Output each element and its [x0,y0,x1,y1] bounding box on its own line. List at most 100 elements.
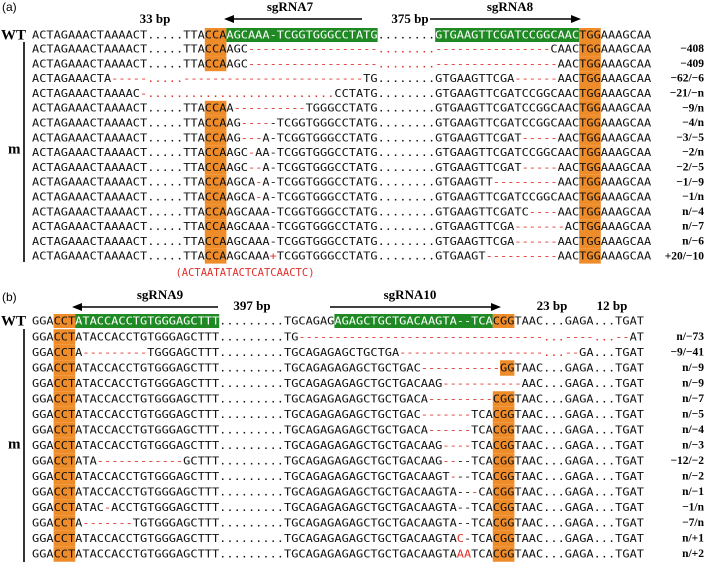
sequence-segment: ------ [514,73,557,85]
sequence-segment: ----- [522,162,558,174]
sequence-segment: CCT [54,394,76,406]
sequence-segment: ATACCACCTGTGGGAGCTTT [75,316,220,328]
sequence-segment: TGG [579,251,601,263]
sequence-segment: GGA [32,394,54,406]
sequence-segment: CGG [493,316,515,328]
pam-box [579,234,601,249]
pam-box [204,234,227,249]
sequence-segment: CCA [205,236,227,248]
sequence-segment: GTGAAGTTCGATCCGGCAAC [435,88,579,100]
row-label: n/−5 [682,409,704,421]
sequence-segment: CGG [493,425,515,437]
panel-label: (b) [2,290,17,304]
pam-box [53,530,76,547]
guide-box [334,314,493,328]
sequence-segment: TGG [579,118,601,130]
sequence-segment: ATACCACCTGTGGGAGCTTT [75,533,220,545]
sequence-segment: AGAGCTGCTGAC [334,409,420,421]
sequence-segment: + [270,251,277,263]
sequence-segment: GGA [32,502,54,514]
sequence-segment: GAGA [565,378,595,390]
annotation: sgRNA9 [137,287,184,302]
pam-box [492,499,515,516]
arrow-head [571,15,581,23]
sequence-segment: TAAC [514,363,543,375]
pam-box [579,219,601,234]
sequence-segment: GAGA [565,456,595,468]
sequence-segment: CAAC [550,44,579,56]
sequence-segment: ........ [378,206,436,218]
sequence-segment: A [226,103,234,115]
sequence-segment: AGCAAA-TCGGTGGGCCTATG [226,236,377,248]
pam-box [492,515,515,531]
sequence-segment: GTGAAGT [435,251,486,263]
sequence-segment: CCT [54,533,76,545]
sequence-segment: ATACCACCTGTGGGAGCTTT [75,425,220,437]
sequence-segment: CCA [205,206,227,218]
pam-box [204,219,227,234]
sequence-segment: AAAGCAA [601,58,652,70]
sequence-segment: A [75,347,83,359]
pam-box [492,437,515,454]
sequence-segment: TGG [579,177,601,189]
sequence-segment: TGCAGAG [284,533,334,545]
sequence-segment: GGA [32,409,54,421]
sequence-segment: A-TCGGTGGGCCTATG [262,132,377,144]
annotation: 12 bp [597,298,628,313]
sequence-segment: TGG [579,73,601,85]
pam-box [53,360,76,376]
pam-box [53,515,76,531]
sequence-segment: ATAC [75,502,104,514]
sequence-segment: ......... [219,518,284,530]
pam-box [53,437,76,454]
sequence-segment: AGAGCTGCTGACAAGTA--TCA [334,502,493,514]
sequence-segment: TGCAGAG [284,440,334,452]
sequence-segment: AAAGCAA [601,251,652,263]
pam-box [492,406,515,423]
sequence-segment: --------- [493,177,558,189]
sequence-segment: GTGAAGTTCGA [435,221,515,233]
sequence-segment: TGG [579,44,601,56]
sequence-segment: ACTAGAAACTAAAACT.....TTA [32,58,206,70]
sequence-segment: GGA [32,425,54,437]
sequence-segment: AGC [226,58,248,70]
sequence-segment: AGAGCTGCTGACA [334,425,428,437]
sequence-segment: ........ [378,44,436,56]
sequence-segment: GAGA [565,549,595,561]
sequence-segment: ------- [421,409,471,421]
sequence-segment: CGG [493,518,515,530]
sequence-segment: GA [579,347,594,359]
sequence-segment: ---------- [234,103,306,115]
sequence-segment: GTGAAGTTCGATCCGGCAAC [435,118,579,130]
sequence-segment: TGCAGAG [284,487,334,499]
sequence-segment: AAAGCAA [601,118,652,130]
sequence-segment: -TCGGTGGGCCTATG [270,118,378,130]
sequence-segment: ........ [378,132,436,144]
sequence-segment: AA-TCGGTGGGCCTATG [255,147,377,159]
sequence-segment: ------- [82,518,132,530]
annotation: 375 bp [391,11,428,26]
sequence-segment: CGG [493,409,515,421]
sequence-segment: CGG [493,456,515,468]
guide-box [226,28,378,42]
sequence-segment: AGAGCTGCTGACAAGTA [334,549,457,561]
sequence-segment: ... [543,363,565,375]
sequence-segment: -- [248,162,262,174]
sequence-segment: ACTAGAAACTAAAACT.....TTA [32,118,206,130]
sequence-segment: TGCAGAG [284,549,334,561]
sequence-segment: AGAGCTGCTGACAAGT [334,471,450,483]
sequence-segment: TGCAGAG [284,316,334,328]
sequence-segment: AGAGCTGCTGACAAGTA [334,533,457,545]
sequence-segment: ACTAGAAACTAAAACT.....TTA [32,251,206,263]
sequence-segment: TCA [471,440,493,452]
sequence-segment: TGCAGAG [284,502,334,514]
sequence-segment: AGCTGCTGA [334,347,400,359]
pam-box [53,314,76,328]
sequence-segment: ........ [378,177,436,189]
pam-box [53,406,76,423]
sequence-segment: CCT [54,316,76,328]
row-label: +20/−10 [665,250,705,262]
pam-box [579,174,601,190]
sequence-segment: TGCAGAG [284,518,334,530]
sequence-segment: AAAGCAA [601,192,652,204]
